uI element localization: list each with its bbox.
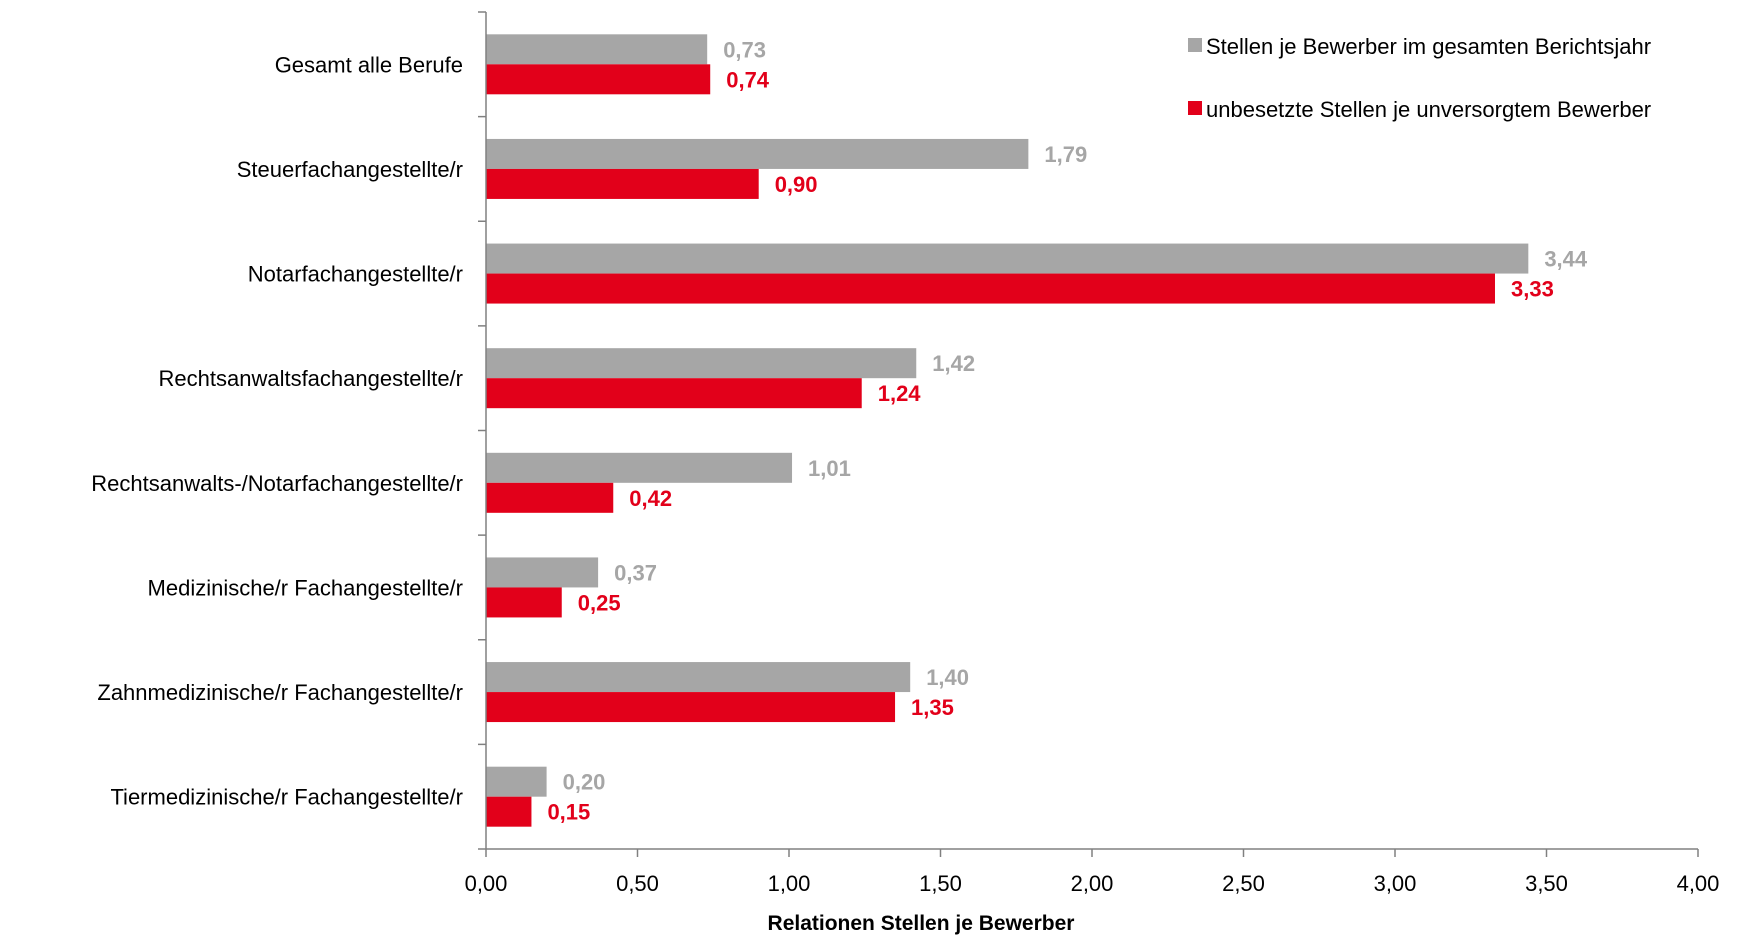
legend-label-1: Stellen je Bewerber im gesamten Berichts… [1206,34,1651,59]
bar-series2-4 [486,378,862,409]
x-axis: 0,00 0,50 1,00 1,50 2,00 2,50 3,00 3,50 4,00 [465,848,1720,896]
x-axis-title: Relationen Stellen je Bewerber [768,912,1075,935]
x-tick-label-8: 4,00 [1677,871,1720,896]
data-label-series2-8: 0,15 [547,800,590,825]
bar-series2-1 [486,64,711,95]
data-label-series1-8: 0,20 [563,770,606,795]
bars-group [486,34,1529,827]
data-label-series1-6: 0,37 [614,560,657,585]
bar-series2-5 [486,482,614,513]
bar-series1-2 [486,138,1029,169]
data-label-series2-5: 0,42 [629,486,672,511]
category-label-1: Gesamt alle Berufe [275,52,463,77]
x-tick-label-5: 2,50 [1222,871,1265,896]
x-tick-label-4: 2,00 [1071,871,1114,896]
data-label-series2-3: 3,33 [1511,277,1554,302]
data-label-series1-7: 1,40 [926,665,969,690]
data-label-series2-1: 0,74 [726,67,770,92]
category-label-7: Zahnmedizinische/r Fachangestellte/r [97,680,463,705]
category-label-4: Rechtsanwaltsfachangestellte/r [159,366,464,391]
bar-series2-3 [486,273,1495,304]
bar-series1-5 [486,452,793,483]
bar-series2-6 [486,587,562,618]
legend-label-2: unbesetzte Stellen je unversorgtem Bewer… [1206,97,1651,122]
legend-swatch-1 [1188,38,1202,52]
data-labels-group: 0,73 0,74 1,79 0,90 3,44 3,33 1,42 1,24 1,01 0,42… [547,37,1587,824]
x-tick-label-7: 3,50 [1525,871,1568,896]
x-tick-label-2: 1,00 [768,871,811,896]
category-label-3: Notarfachangestellte/r [248,262,463,287]
bar-series1-3 [486,243,1529,274]
data-label-series2-6: 0,25 [578,590,621,615]
data-label-series2-7: 1,35 [911,695,954,720]
data-label-series1-2: 1,79 [1044,142,1087,167]
bar-series2-8 [486,796,532,827]
bar-series2-7 [486,692,896,723]
category-label-5: Rechtsanwalts-/Notarfachangestellte/r [91,471,463,496]
x-tick-label-3: 1,50 [919,871,962,896]
data-label-series2-4: 1,24 [878,381,922,406]
bar-series1-6 [486,557,599,588]
x-tick-label-1: 0,50 [616,871,659,896]
category-label-2: Steuerfachangestellte/r [237,157,463,182]
x-tick-label-6: 3,00 [1374,871,1417,896]
legend: Stellen je Bewerber im gesamten Berichts… [1188,34,1651,122]
x-tick-label-0: 0,00 [465,871,508,896]
category-label-6: Medizinische/r Fachangestellte/r [148,575,463,600]
category-label-8: Tiermedizinische/r Fachangestellte/r [110,785,463,810]
bar-series1-7 [486,662,911,693]
data-label-series1-1: 0,73 [723,37,766,62]
data-label-series1-3: 3,44 [1544,247,1588,272]
legend-swatch-2 [1188,101,1202,115]
data-label-series1-4: 1,42 [932,351,975,376]
bar-series1-1 [486,34,708,65]
y-axis: Gesamt alle Berufe Steuerfachangestellte/… [91,11,487,850]
data-label-series2-2: 0,90 [775,172,818,197]
bar-series1-4 [486,348,917,379]
bar-series1-8 [486,766,547,797]
bar-series2-2 [486,168,759,199]
data-label-series1-5: 1,01 [808,456,851,481]
